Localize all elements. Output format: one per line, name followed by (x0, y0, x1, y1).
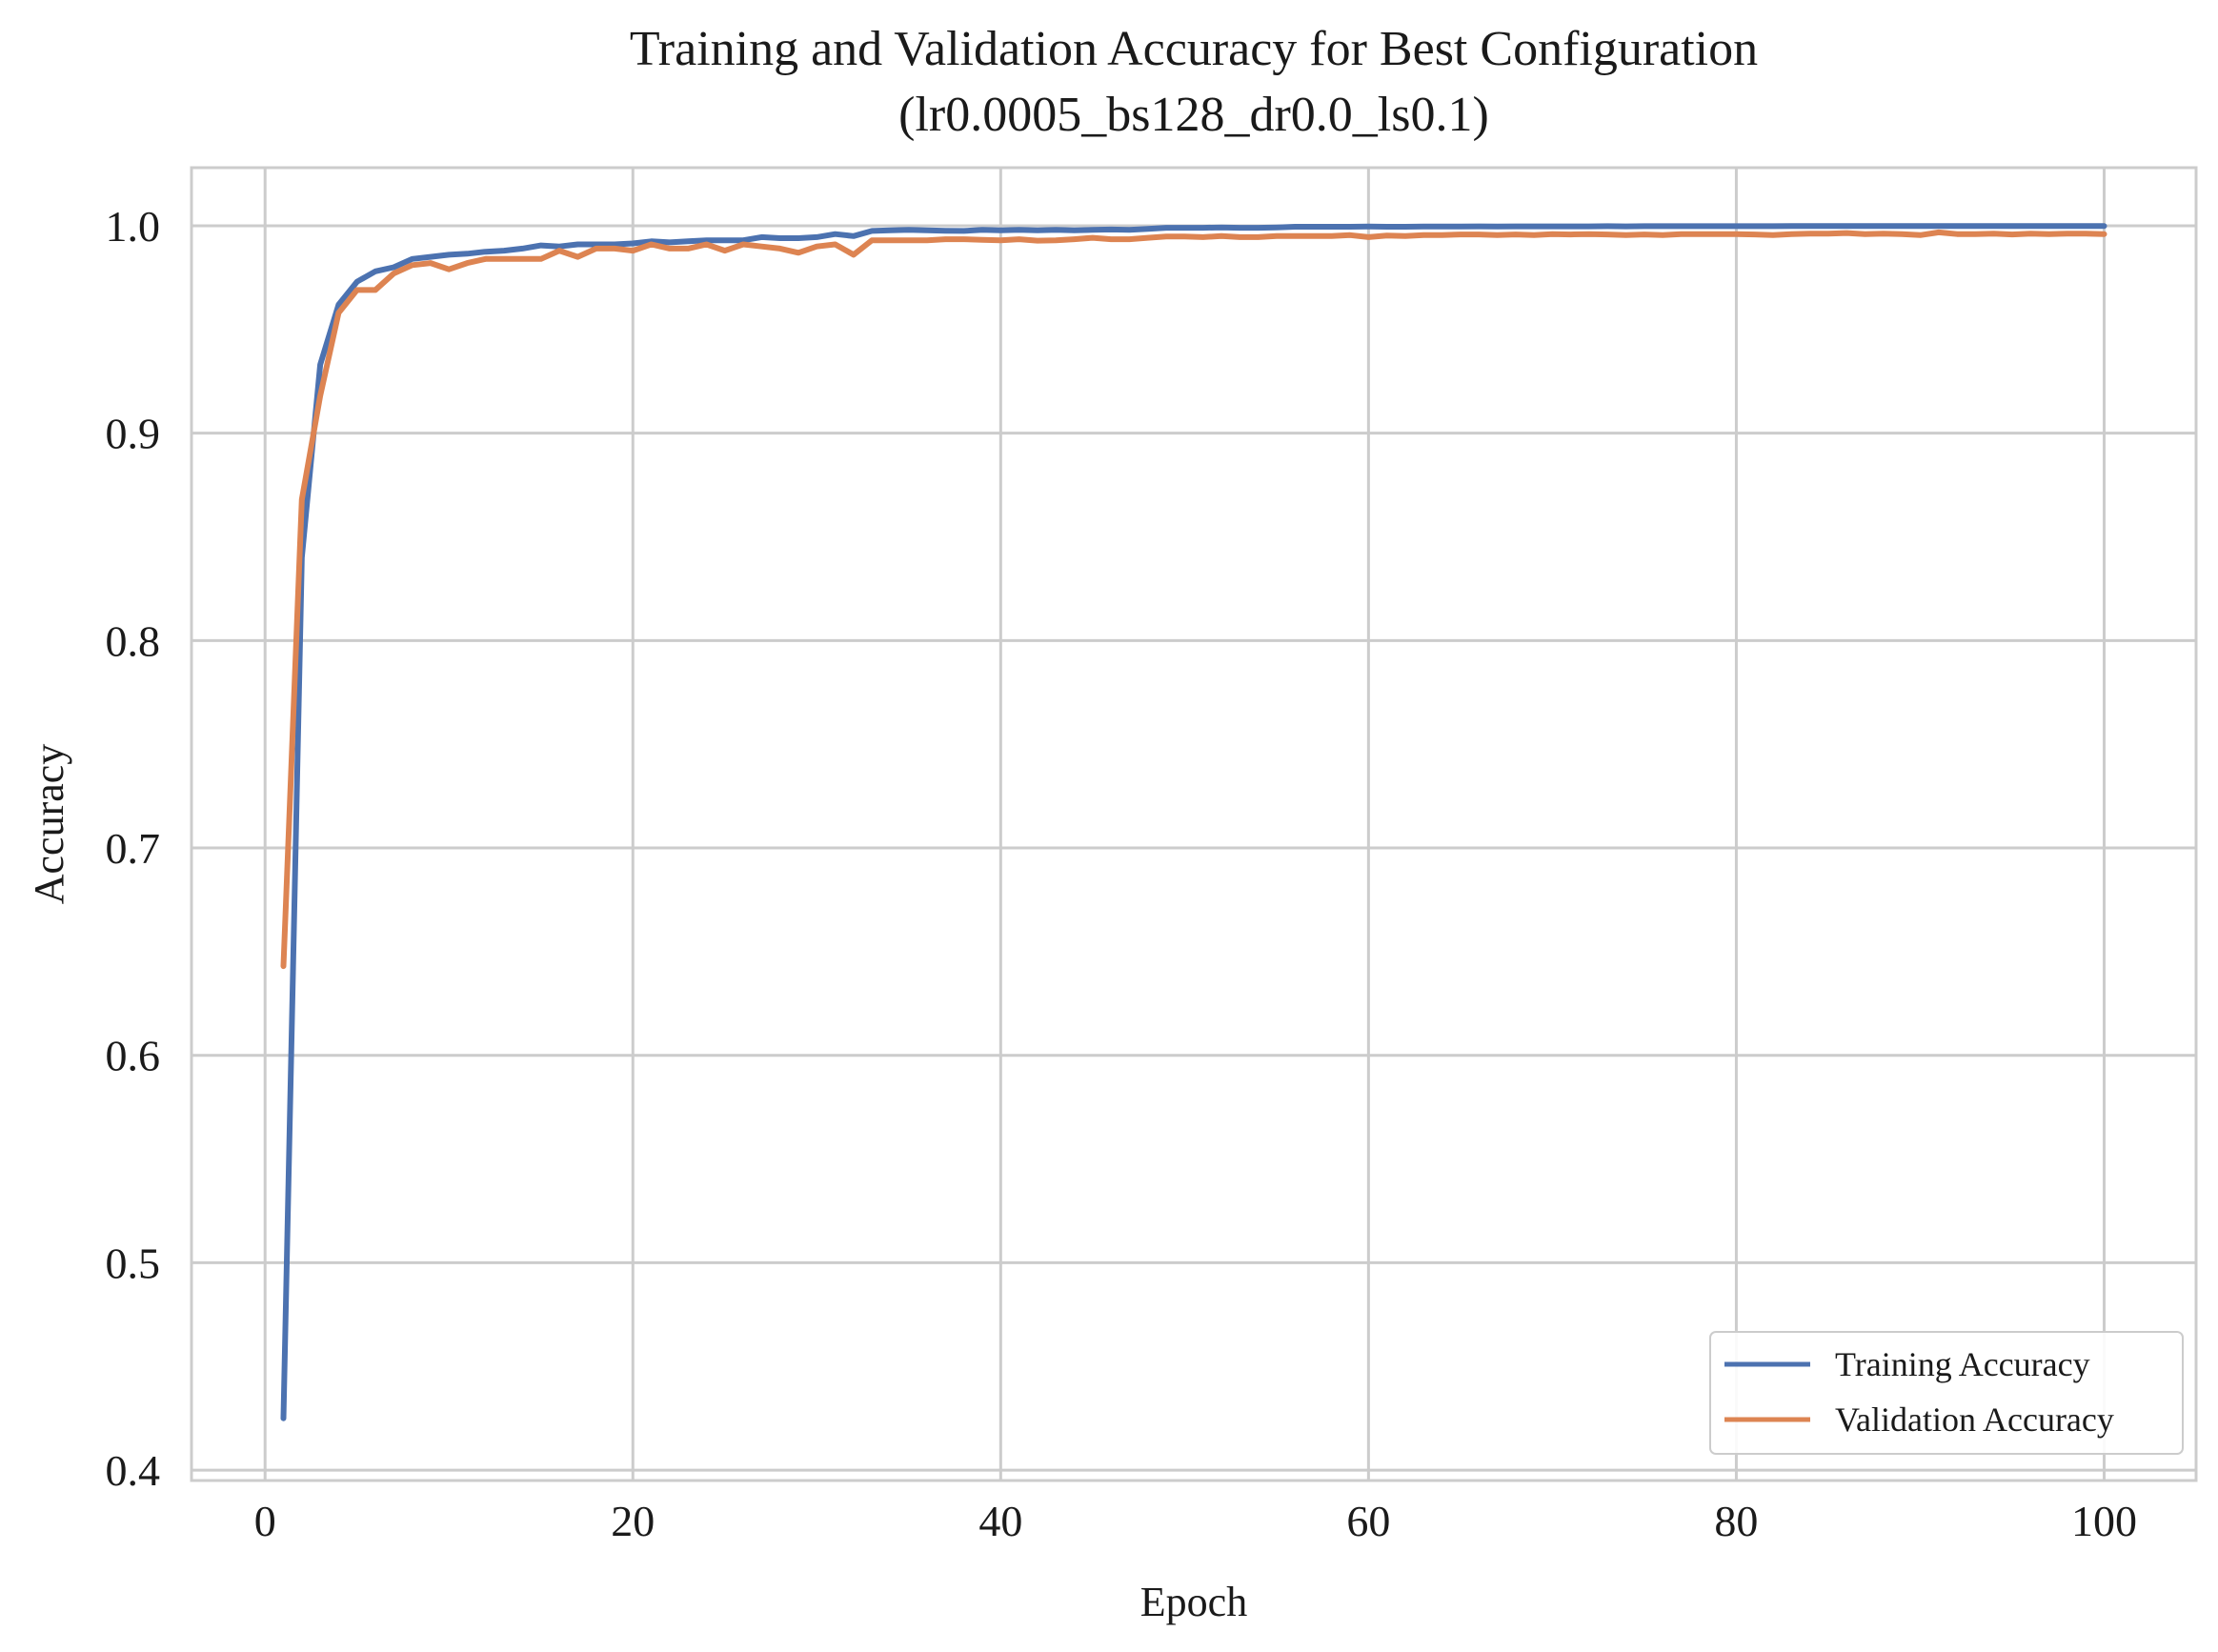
legend-label-training: Training Accuracy (1835, 1345, 2090, 1383)
tick-labels: 0 20 40 60 80 100 0.4 0.5 0.6 0.7 0.8 0.9 1.0 (106, 202, 2137, 1545)
series-lines (280, 223, 2107, 1421)
legend-label-validation: Validation Accuracy (1835, 1400, 2114, 1439)
x-tick-label: 100 (2071, 1497, 2137, 1545)
plot-area-frame (190, 166, 2198, 1482)
legend-box (1709, 1331, 2184, 1455)
x-axis-label: Epoch (1140, 1579, 1247, 1625)
y-tick-label: 0.4 (106, 1446, 161, 1495)
chart-title: Training and Validation Accuracy for Bes… (630, 22, 1758, 76)
y-tick-label: 0.7 (106, 824, 161, 873)
y-tick-label: 0.8 (106, 616, 161, 665)
validation-accuracy-line (280, 229, 2107, 970)
legend: Training Accuracy Validation Accuracy (1709, 1331, 2184, 1455)
training-accuracy-line (280, 223, 2107, 1421)
y-tick-label: 0.9 (106, 410, 161, 458)
x-tick-label: 60 (1346, 1497, 1390, 1545)
x-tick-label: 40 (978, 1497, 1022, 1545)
chart-subtitle: (lr0.0005_bs128_dr0.0_ls0.1) (898, 88, 1489, 142)
y-tick-label: 0.5 (106, 1239, 161, 1287)
x-tick-label: 20 (611, 1497, 655, 1545)
y-tick-label: 0.6 (106, 1032, 161, 1080)
x-tick-label: 80 (1714, 1497, 1758, 1545)
x-tick-label: 0 (254, 1497, 276, 1545)
y-tick-label: 1.0 (106, 202, 161, 251)
y-axis-label: Accuracy (26, 744, 72, 905)
gridlines (192, 168, 2196, 1481)
